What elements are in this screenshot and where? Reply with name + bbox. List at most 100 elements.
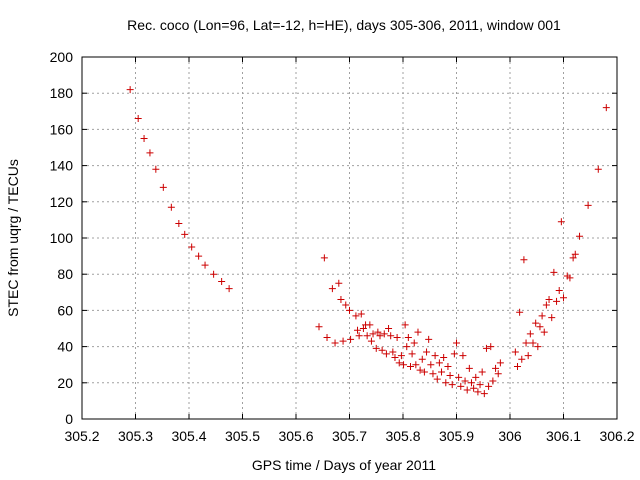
data-point xyxy=(482,344,490,352)
data-point xyxy=(218,277,226,285)
data-point xyxy=(516,308,524,316)
data-point xyxy=(210,270,218,278)
data-point xyxy=(403,343,411,351)
data-point xyxy=(416,366,424,374)
x-tick-label: 305.5 xyxy=(225,428,260,444)
data-point xyxy=(425,335,433,343)
data-point xyxy=(175,220,183,228)
data-point xyxy=(337,296,345,304)
data-point xyxy=(406,363,414,371)
data-point xyxy=(534,343,542,351)
x-tick-label: 306 xyxy=(498,428,522,444)
data-point xyxy=(548,314,556,322)
data-point xyxy=(569,254,577,262)
data-point xyxy=(335,279,343,287)
data-point xyxy=(448,381,456,389)
x-tick-label: 305.2 xyxy=(64,428,99,444)
data-point xyxy=(339,337,347,345)
data-point xyxy=(467,379,475,387)
chart-title: Rec. coco (Lon=96, Lat=-12, h=HE), days … xyxy=(127,17,561,33)
y-tick-label: 100 xyxy=(50,230,74,246)
data-point xyxy=(363,332,371,340)
x-tick-label: 305.8 xyxy=(385,428,420,444)
data-point xyxy=(152,165,160,173)
data-point xyxy=(553,297,561,305)
data-point xyxy=(359,325,367,332)
y-tick-label: 80 xyxy=(57,266,73,282)
data-point xyxy=(513,363,521,371)
data-point xyxy=(328,285,336,293)
x-tick-labels: 305.2 305.3 305.4 305.5 305.6 305.7 305.8 305.9… xyxy=(64,428,634,444)
data-point xyxy=(461,377,469,385)
data-point xyxy=(404,334,412,342)
y-tick-labels: 0 20 40 60 80 100 120 140 160 180 200 xyxy=(50,49,74,427)
data-point xyxy=(427,361,435,369)
data-point xyxy=(410,339,418,347)
x-tick-label: 305.3 xyxy=(118,428,153,444)
data-point xyxy=(159,183,167,191)
y-tick-label: 60 xyxy=(57,302,73,318)
data-point xyxy=(476,381,484,389)
data-point xyxy=(529,339,537,347)
data-point xyxy=(459,352,467,360)
data-point xyxy=(181,230,189,238)
data-point xyxy=(372,344,380,352)
data-point xyxy=(557,218,565,226)
data-point xyxy=(352,312,360,320)
axis-ticks xyxy=(81,56,618,420)
data-point xyxy=(584,201,592,209)
y-tick-label: 0 xyxy=(65,411,73,427)
data-point xyxy=(542,301,550,309)
data-point xyxy=(487,343,495,351)
data-point xyxy=(357,310,365,318)
data-point xyxy=(423,348,431,356)
data-point xyxy=(412,361,420,369)
data-point xyxy=(140,134,148,142)
data-point xyxy=(532,319,540,327)
data-point xyxy=(545,296,553,304)
x-tick-label: 306.2 xyxy=(599,428,634,444)
data-point xyxy=(560,294,567,302)
data-point xyxy=(472,373,480,381)
data-point xyxy=(465,364,473,372)
x-tick-label: 306.1 xyxy=(546,428,581,444)
data-point xyxy=(496,359,504,367)
data-point xyxy=(378,346,386,354)
data-point xyxy=(442,379,450,387)
data-point xyxy=(433,375,441,383)
data-point xyxy=(478,368,486,376)
data-point xyxy=(526,330,534,338)
data-point xyxy=(453,339,460,347)
data-point xyxy=(389,348,397,356)
data-point xyxy=(602,104,610,112)
data-point xyxy=(188,243,196,251)
data-point xyxy=(346,306,353,314)
data-point xyxy=(536,323,544,331)
data-point xyxy=(342,301,350,309)
data-point xyxy=(489,377,497,385)
data-point xyxy=(331,339,339,347)
data-point xyxy=(315,323,323,331)
y-tick-label: 180 xyxy=(50,85,74,101)
data-point xyxy=(374,328,382,336)
data-point xyxy=(446,372,454,380)
data-point xyxy=(385,325,393,332)
data-point xyxy=(393,334,401,342)
data-point xyxy=(550,268,558,276)
data-point xyxy=(492,364,500,372)
data-point xyxy=(382,350,390,358)
data-point xyxy=(367,337,375,345)
y-tick-label: 200 xyxy=(50,49,74,65)
data-point xyxy=(431,352,439,360)
data-point xyxy=(429,370,437,378)
data-point xyxy=(408,350,416,358)
data-point xyxy=(463,386,471,394)
data-point xyxy=(126,86,134,94)
data-point xyxy=(450,350,458,358)
data-points xyxy=(126,86,610,398)
data-point xyxy=(397,352,405,360)
y-tick-label: 140 xyxy=(50,158,74,174)
data-point xyxy=(594,165,602,173)
y-tick-label: 20 xyxy=(57,375,73,391)
data-point xyxy=(225,285,233,293)
